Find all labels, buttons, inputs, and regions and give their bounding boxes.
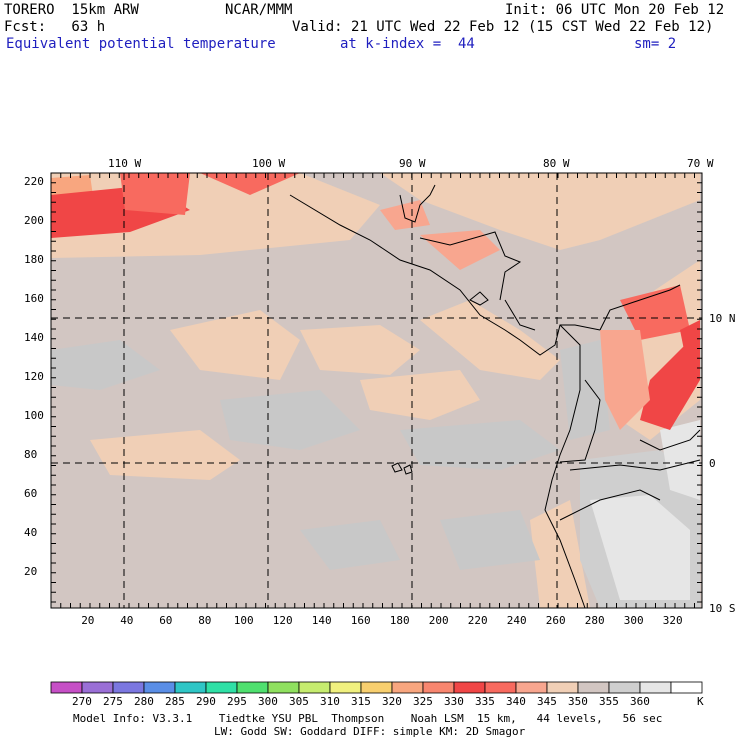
grid-x-label: 280 — [584, 614, 605, 627]
colorbar-swatch — [453, 681, 486, 694]
grid-x-label: 60 — [159, 614, 173, 627]
lat-label-0: 0 — [709, 457, 716, 470]
lon-label-80w: 80 W — [543, 157, 570, 170]
grid-x-label: 320 — [662, 614, 683, 627]
field-name: Equivalent potential temperature — [6, 36, 276, 52]
colorbar-level: 340 — [506, 695, 526, 708]
colorbar-swatch — [298, 681, 331, 694]
colorbar-swatch — [608, 681, 641, 694]
colorbar-swatch — [639, 681, 672, 694]
colorbar-swatch — [360, 681, 393, 694]
grid-y-label: 140 — [24, 331, 44, 344]
grid-x-label: 160 — [350, 614, 371, 627]
lat-label-10n: 10 N — [709, 312, 736, 325]
colorbar-swatch — [81, 681, 114, 694]
colorbar-level: 350 — [568, 695, 588, 708]
init-time: Init: 06 UTC Mon 20 Feb 12 — [505, 2, 725, 18]
lon-label-70w: 70 W — [687, 157, 714, 170]
colorbar-swatch — [422, 681, 455, 694]
grid-y-label: 220 — [24, 175, 44, 188]
colorbar-level: 315 — [351, 695, 371, 708]
grid-x-label: 120 — [272, 614, 293, 627]
colorbar-swatch — [236, 681, 269, 694]
lon-label-90w: 90 W — [399, 157, 426, 170]
grid-x-label: 240 — [506, 614, 527, 627]
colorbar-swatch — [391, 681, 424, 694]
lon-label-110w: 110 W — [108, 157, 142, 170]
colorbar-swatch — [50, 681, 83, 694]
colorbar-swatch — [546, 681, 579, 694]
smoothing-label: sm= 2 — [634, 36, 677, 52]
colorbar-swatch — [174, 681, 207, 694]
colorbar-swatch — [112, 681, 145, 694]
grid-y-label: 60 — [24, 487, 38, 500]
physics-info: LW: Godd SW: Goddard DIFF: simple KM: 2D… — [214, 725, 526, 738]
model-info: Model Info: V3.3.1 Tiedtke YSU PBL Thomp… — [73, 712, 663, 725]
grid-x-label: 180 — [389, 614, 410, 627]
colorbar-level: 310 — [320, 695, 340, 708]
colorbar-level: 270 — [72, 695, 92, 708]
lat-label-10s: 10 S — [709, 602, 736, 615]
graticule — [51, 173, 702, 608]
colorbar-unit: K — [697, 695, 704, 708]
colorbar-level: 290 — [196, 695, 216, 708]
grid-y-label: 160 — [24, 292, 44, 305]
colorbar-swatch — [205, 681, 238, 694]
colorbar-level: 320 — [382, 695, 402, 708]
grid-x-label: 40 — [120, 614, 134, 627]
colorbar-level: 355 — [599, 695, 619, 708]
colorbar-swatch — [577, 681, 610, 694]
grid-y-label: 100 — [24, 409, 44, 422]
frame-ticks — [50, 172, 702, 608]
colorbar-level: 360 — [630, 695, 650, 708]
valid-time: Valid: 21 UTC Wed 22 Feb 12 (15 CST Wed … — [292, 19, 714, 35]
colorbar-level: 330 — [444, 695, 464, 708]
model-title: TORERO 15km ARW — [4, 2, 139, 18]
coastlines — [289, 184, 701, 608]
colorbar-swatch — [484, 681, 517, 694]
colorbar-level: 305 — [289, 695, 309, 708]
forecast-hour: Fcst: 63 h — [4, 19, 106, 35]
org-label: NCAR/MMM — [225, 2, 293, 18]
grid-x-label: 100 — [233, 614, 254, 627]
grid-x-label: 20 — [81, 614, 95, 627]
grid-x-label: 80 — [198, 614, 212, 627]
colorbar-level: 300 — [258, 695, 278, 708]
colorbar-swatch — [329, 681, 362, 694]
grid-y-label: 120 — [24, 370, 44, 383]
level-label: at k-index = 44 — [340, 36, 475, 52]
grid-y-label: 80 — [24, 448, 38, 461]
colorbar-swatch — [267, 681, 300, 694]
grid-x-label: 260 — [545, 614, 566, 627]
colorbar-swatch — [143, 681, 176, 694]
colorbar — [50, 681, 703, 694]
map-frame — [50, 172, 703, 609]
colorbar-swatch — [670, 681, 703, 694]
grid-y-label: 180 — [24, 253, 44, 266]
grid-y-label: 40 — [24, 526, 38, 539]
temperature-field — [51, 173, 702, 608]
grid-x-label: 300 — [623, 614, 644, 627]
colorbar-level: 280 — [134, 695, 154, 708]
colorbar-level: 285 — [165, 695, 185, 708]
lon-label-100w: 100 W — [252, 157, 286, 170]
colorbar-swatch — [515, 681, 548, 694]
grid-x-label: 200 — [428, 614, 449, 627]
colorbar-level: 345 — [537, 695, 557, 708]
colorbar-level: 275 — [103, 695, 123, 708]
grid-y-label: 20 — [24, 565, 38, 578]
colorbar-level: 295 — [227, 695, 247, 708]
grid-x-label: 140 — [311, 614, 332, 627]
colorbar-level: 335 — [475, 695, 495, 708]
colorbar-level: 325 — [413, 695, 433, 708]
grid-y-label: 200 — [24, 214, 44, 227]
grid-x-label: 220 — [467, 614, 488, 627]
